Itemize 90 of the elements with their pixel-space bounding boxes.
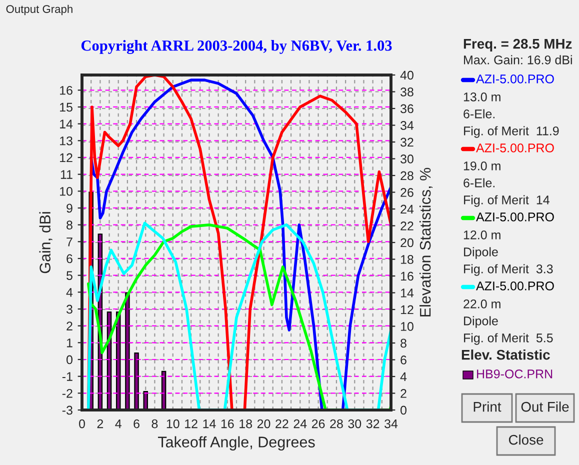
legend-label: AZI-5.00.PRO bbox=[476, 74, 554, 84]
legend-label: AZI-5.00.PRO bbox=[476, 282, 554, 290]
y-axis-title: Gain, dBi bbox=[39, 212, 52, 274]
text: 13.0 m bbox=[464, 92, 500, 102]
bar bbox=[143, 391, 148, 410]
y2-tick-label: 28 bbox=[400, 171, 414, 180]
y-tick-label: 11 bbox=[60, 170, 72, 179]
x-tick-label: 24 bbox=[294, 419, 307, 428]
x-tick-label: 2 bbox=[97, 419, 104, 428]
y-tick-label: 9 bbox=[66, 204, 72, 213]
x-tick-label: 0 bbox=[79, 419, 85, 428]
text: Print bbox=[474, 402, 502, 412]
y-tick-label: 13 bbox=[60, 136, 72, 146]
y2-tick-label: 26 bbox=[400, 188, 414, 197]
x-tick-label: 28 bbox=[330, 419, 343, 428]
y-tick-label: 16 bbox=[60, 86, 72, 95]
text: Fig. of Merit 14 bbox=[464, 195, 550, 207]
text: 6-Ele. bbox=[464, 178, 495, 188]
y2-tick-label: 38 bbox=[400, 88, 414, 96]
text: 6-Ele. bbox=[464, 109, 495, 118]
y2-axis-title: Elevation Statistics, % bbox=[419, 168, 433, 316]
x-tick-label: 32 bbox=[366, 419, 380, 428]
y-tick-label: 3 bbox=[66, 304, 72, 314]
y-tick-label: 6 bbox=[66, 254, 72, 264]
x-tick-label: 20 bbox=[257, 419, 270, 428]
legend-label: AZI-5.00.PRO bbox=[476, 144, 554, 152]
y2-tick-label: 18 bbox=[400, 255, 414, 264]
x-tick-label: 12 bbox=[185, 419, 198, 428]
y-tick-label: 7 bbox=[66, 238, 72, 246]
y-tick-label: 12 bbox=[60, 153, 72, 162]
text: Out File bbox=[521, 402, 569, 412]
y2-tick-label: 30 bbox=[400, 154, 414, 164]
y2-tick-label: 10 bbox=[400, 322, 414, 331]
text: Elev. Statistic bbox=[462, 350, 550, 360]
legend-label: HB9-OC.PRN bbox=[477, 370, 552, 378]
text: Fig. of Merit 5.5 bbox=[464, 333, 553, 345]
x-tick-label: 4 bbox=[115, 419, 122, 428]
text: Fig. of Merit 11.9 bbox=[464, 126, 559, 138]
y-tick-label: 10 bbox=[60, 186, 72, 196]
x-axis-title: Takeoff Angle, Degrees bbox=[158, 436, 315, 450]
bar bbox=[125, 292, 130, 410]
text: Max. Gain: 16.9 dBi bbox=[464, 55, 572, 64]
y-tick-label: -1 bbox=[62, 372, 72, 381]
x-tick-label: 16 bbox=[221, 419, 234, 428]
y-tick-label: -3 bbox=[62, 406, 72, 415]
x-tick-label: 8 bbox=[152, 419, 158, 428]
chart-title: Copyright ARRL 2003-2004, by N6BV, Ver. 1.03 bbox=[81, 40, 392, 54]
text: 19.0 m bbox=[464, 162, 500, 170]
text: Fig. of Merit 3.3 bbox=[464, 264, 553, 276]
y-tick-label: 8 bbox=[66, 220, 72, 230]
y-tick-label: -2 bbox=[62, 388, 72, 398]
y-tick-label: 14 bbox=[60, 120, 73, 128]
x-tick-label: 22 bbox=[276, 419, 288, 428]
y-tick-label: 1 bbox=[66, 338, 72, 348]
y2-tick-label: 40 bbox=[400, 70, 414, 80]
x-tick-label: 10 bbox=[166, 419, 180, 428]
y2-tick-label: 32 bbox=[400, 138, 414, 147]
y-tick-label: 2 bbox=[66, 322, 72, 330]
x-tick-label: 30 bbox=[348, 419, 362, 428]
y2-tick-label: 14 bbox=[400, 288, 414, 298]
text: 12.0 m bbox=[464, 230, 500, 240]
text: 22.0 m bbox=[464, 300, 500, 308]
y2-tick-label: 22 bbox=[400, 222, 414, 230]
text: Dipole bbox=[464, 316, 498, 328]
y2-tick-label: 16 bbox=[400, 272, 414, 281]
y-tick-label: 4 bbox=[66, 288, 73, 297]
text: Freq. = 28.5 MHz bbox=[464, 38, 572, 52]
text: Output Graph bbox=[6, 4, 72, 16]
x-tick-label: 6 bbox=[134, 419, 140, 428]
text: Dipole bbox=[464, 247, 498, 259]
y-tick-label: 15 bbox=[60, 102, 72, 112]
text: Close bbox=[508, 434, 544, 445]
y2-tick-label: 4 bbox=[400, 372, 407, 382]
y2-tick-label: 34 bbox=[400, 121, 414, 130]
legend-label: AZI-5.00.PRO bbox=[476, 212, 554, 222]
y-tick-label: 5 bbox=[66, 271, 72, 280]
y2-tick-label: 36 bbox=[400, 104, 414, 114]
x-tick-label: 26 bbox=[312, 419, 325, 428]
y2-tick-label: 8 bbox=[400, 338, 406, 348]
y2-tick-label: 24 bbox=[400, 204, 414, 214]
y2-tick-label: 6 bbox=[400, 356, 406, 364]
y-tick-label: 0 bbox=[66, 355, 72, 364]
y2-tick-label: 0 bbox=[400, 406, 406, 415]
x-tick-label: 18 bbox=[240, 419, 252, 428]
x-tick-label: 14 bbox=[203, 419, 216, 428]
y2-tick-label: 2 bbox=[400, 389, 406, 398]
y2-tick-label: 12 bbox=[400, 305, 414, 314]
y2-tick-label: 20 bbox=[400, 238, 414, 248]
bar bbox=[134, 352, 139, 410]
x-tick-label: 34 bbox=[384, 419, 398, 428]
